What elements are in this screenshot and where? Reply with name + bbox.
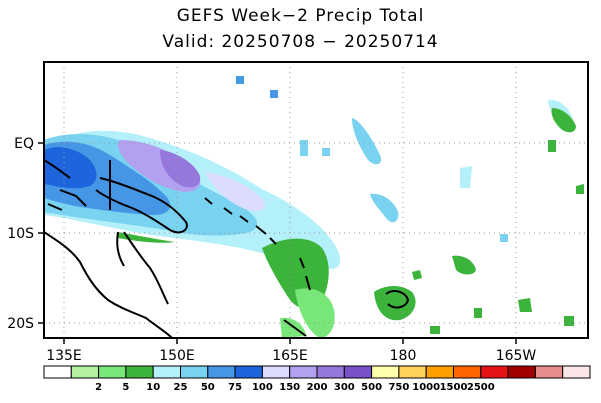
colorbar-swatch	[507, 365, 536, 379]
lat-label: EQ	[14, 136, 34, 152]
precip-cell-green-7	[564, 316, 574, 326]
colorbar-label: 75	[228, 382, 242, 393]
precip-cell-blue-4	[322, 148, 330, 156]
precip-cell-blue-1	[236, 76, 244, 84]
precip-band-green-sw	[118, 232, 175, 243]
precip-cell-green-3	[452, 255, 476, 275]
coastlines	[44, 159, 410, 338]
coastline-indonesia	[44, 159, 87, 211]
colorbar-label: 500	[361, 382, 382, 393]
precip-cell-east-2	[370, 193, 399, 223]
map-title: GEFS Week−2 Precip Total	[176, 6, 425, 26]
lon-label: 150E	[159, 348, 195, 364]
colorbar-swatch	[180, 365, 209, 379]
colorbar-label: 2	[95, 382, 102, 393]
lat-label: 20S	[7, 316, 34, 332]
precip-cell-green-5	[518, 298, 532, 312]
colorbar-swatch	[289, 365, 318, 379]
colorbar-label: 1500	[440, 382, 468, 393]
precip-band-light-green	[295, 288, 335, 338]
colorbar-swatch	[125, 365, 154, 379]
lon-label: 165W	[496, 348, 537, 364]
coastline-fiji	[385, 290, 410, 309]
colorbar-swatch	[453, 365, 482, 379]
precip-cell-east-1	[352, 118, 382, 165]
colorbar-swatch	[234, 365, 263, 379]
colorbar-label: 10	[146, 382, 160, 393]
precip-cell-blue-5	[500, 234, 508, 242]
coastline-australia	[44, 231, 173, 338]
precip-cell-green-10	[548, 140, 556, 152]
colorbar-swatch	[70, 365, 100, 379]
axis-ticks	[38, 142, 517, 344]
colorbar-swatch	[371, 365, 400, 379]
colorbar-swatch	[316, 365, 345, 379]
colorbar-label: 2500	[467, 382, 495, 393]
precip-cell-east-3	[460, 166, 472, 188]
lon-label: 180	[390, 348, 417, 364]
precip-cell-blue-2	[270, 90, 278, 98]
precip-band-lavender-east	[205, 172, 266, 212]
colorbar-label: 25	[174, 382, 188, 393]
precip-cell-green-4	[412, 270, 422, 280]
colorbar-swatch	[398, 365, 427, 379]
precip-cell-green-6	[474, 308, 482, 318]
lon-labels: 135E 150E 165E 180 165W	[46, 348, 536, 364]
colorbar-label: 300	[334, 382, 355, 393]
colorbar-label: 5	[122, 382, 129, 393]
coastline-new-guinea	[95, 177, 188, 234]
precip-cell-green-9	[576, 184, 584, 194]
precip-cell-green-8	[430, 326, 440, 334]
gridlines	[44, 62, 588, 338]
colorbar-label: 50	[201, 382, 215, 393]
colorbar-swatch	[534, 365, 564, 379]
colorbar-label: 150	[279, 382, 300, 393]
colorbar-label: 1000	[412, 382, 440, 393]
colorbar-swatch	[43, 365, 72, 379]
colorbar-label: 750	[388, 382, 409, 393]
precip-shading	[44, 76, 584, 338]
colorbar-swatch	[562, 365, 591, 379]
lon-label: 165E	[272, 348, 308, 364]
precip-cell-blue-3	[300, 140, 308, 156]
precip-band-purple	[160, 150, 201, 188]
colorbar-swatch	[480, 365, 509, 379]
colorbar-swatch	[207, 365, 236, 379]
coastline-new-caledonia	[283, 319, 307, 337]
lat-label: 10S	[7, 226, 34, 242]
lon-label: 135E	[46, 348, 82, 364]
precip-cell-green-1	[551, 108, 576, 133]
colorbar-label: 100	[252, 382, 273, 393]
lat-labels: EQ 10S 20S	[7, 136, 34, 332]
coastline-vanuatu	[299, 257, 311, 291]
colorbar-swatch	[261, 365, 291, 379]
colorbar-label: 200	[307, 382, 328, 393]
colorbar-swatch	[343, 365, 373, 379]
coastline-solomon-islands	[204, 197, 277, 245]
colorbar-swatch	[152, 365, 181, 379]
colorbar-swatch	[98, 365, 127, 379]
colorbar: 2 5 10 25 50 75 100 150 200 300 500 750 1000 1500 2500	[43, 365, 591, 393]
map-subtitle: Valid: 20250708 − 20250714	[162, 32, 439, 52]
precip-band-navy	[44, 147, 97, 189]
colorbar-swatch	[425, 365, 455, 379]
map-frame	[43, 61, 589, 339]
